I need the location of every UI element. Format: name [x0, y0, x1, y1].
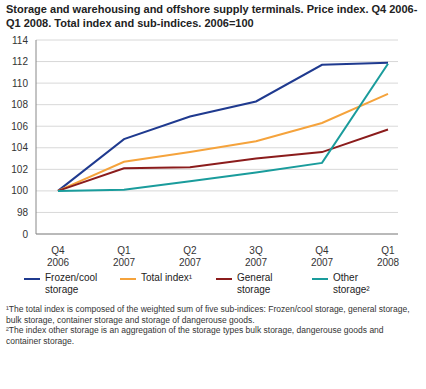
html-text:Total index¹: Total index¹: [141, 272, 193, 283]
html-text:Frozen/cool storage: Frozen/cool storage: [45, 272, 98, 295]
svg-text:Q12007: Q12007: [113, 245, 136, 268]
html-text:¹The total index is composed o: ¹The total index is composed of the weig…: [6, 304, 410, 325]
html-text:General storage: General storage: [237, 272, 273, 295]
svg-text:110: 110: [12, 78, 28, 89]
html-text:Other storage²: Other storage²: [333, 272, 370, 295]
svg-text:102: 102: [11, 164, 28, 175]
svg-text:Q42007: Q42007: [311, 245, 334, 268]
svg-text:108: 108: [11, 99, 28, 110]
html-text:Storage and warehousing and of: Storage and warehousing and offshore sup…: [6, 3, 418, 29]
svg-text:0: 0: [22, 229, 28, 240]
svg-text:112: 112: [12, 56, 28, 67]
svg-text:106: 106: [11, 121, 28, 132]
svg-text:100: 100: [11, 185, 28, 196]
svg-text:3Q2007: 3Q2007: [245, 245, 268, 268]
svg-text:Q42006: Q42006: [47, 245, 70, 268]
svg-text:Q22007: Q22007: [179, 245, 202, 268]
html-text:²The index other storage is an: ²The index other storage is an aggregati…: [6, 325, 384, 346]
svg-text:98: 98: [17, 207, 29, 218]
svg-text:Q12008: Q12008: [377, 245, 400, 268]
svg-text:114: 114: [12, 35, 28, 46]
svg-text:104: 104: [11, 142, 28, 153]
